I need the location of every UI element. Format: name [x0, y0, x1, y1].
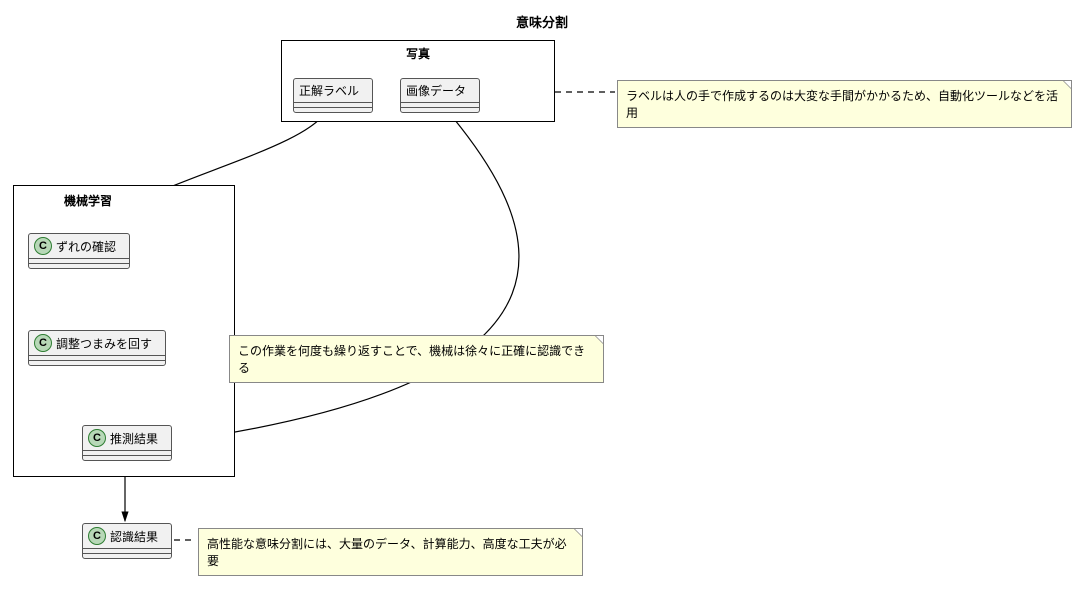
- node-check: Cずれの確認: [28, 233, 130, 269]
- node-infer-text: 推測結果: [110, 430, 158, 447]
- note-labels: ラベルは人の手で作成するのは大変な手間がかかるため、自動化ツールなどを活用: [617, 80, 1072, 128]
- note-iteration: この作業を何度も繰り返すことで、機械は徐々に正確に認識できる: [229, 335, 604, 383]
- class-badge-icon: C: [34, 334, 52, 352]
- node-image-text: 画像データ: [406, 82, 466, 99]
- node-image: 画像データ: [400, 78, 480, 113]
- package-photo-title: 写真: [282, 45, 554, 62]
- node-adjust-text: 調整つまみを回す: [56, 335, 152, 352]
- class-badge-icon: C: [88, 527, 106, 545]
- package-ml-title: 機械学習: [64, 192, 112, 209]
- node-adjust: C調整つまみを回す: [28, 330, 166, 366]
- class-badge-icon: C: [88, 429, 106, 447]
- node-label-text: 正解ラベル: [299, 82, 359, 99]
- node-infer: C推測結果: [82, 425, 172, 461]
- node-label: 正解ラベル: [293, 78, 373, 113]
- diagram-title: 意味分割: [0, 12, 1084, 31]
- node-check-text: ずれの確認: [56, 238, 116, 255]
- node-result-text: 認識結果: [110, 528, 158, 545]
- class-badge-icon: C: [34, 237, 52, 255]
- node-result: C認識結果: [82, 523, 172, 559]
- note-performance: 高性能な意味分割には、大量のデータ、計算能力、高度な工夫が必要: [198, 528, 583, 576]
